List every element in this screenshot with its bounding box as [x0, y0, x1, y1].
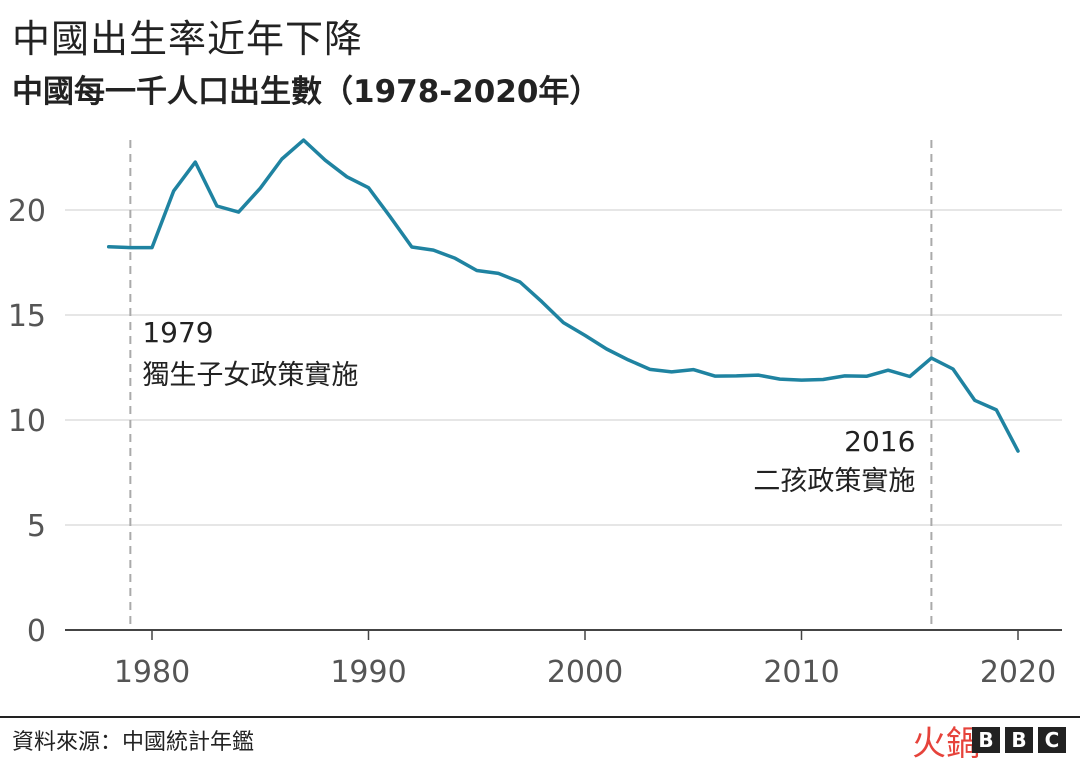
bbc-logo-letter-b1: B — [972, 727, 1000, 753]
x-tick-label: 1980 — [114, 655, 190, 690]
x-tick-label: 1990 — [330, 655, 406, 690]
y-tick-label: 15 — [8, 299, 46, 334]
bbc-logo: B B C — [972, 727, 1066, 753]
y-tick-label: 10 — [8, 404, 46, 439]
annotation-label-2016: 二孩政策實施 — [753, 466, 915, 497]
chart-subtitle: 中國每一千人口出生數（1978-2020年） — [12, 74, 601, 110]
series-layer — [106, 138, 1020, 453]
chart-title: 中國出生率近年下降 — [12, 17, 364, 61]
annotation-year-1979: 1979 — [142, 316, 213, 349]
birth-rate-line-chart: 0 5 10 15 20 1980 1990 2000 2010 2020 1979 獨生子女政策… — [8, 138, 1062, 690]
bbc-logo-letter-c: C — [1038, 727, 1066, 753]
bbc-logo-letter-b2: B — [1005, 727, 1033, 753]
series-line-0 — [106, 138, 1020, 453]
annotation-year-2016: 2016 — [844, 425, 915, 458]
x-tick-label: 2000 — [547, 655, 623, 690]
gridlines — [65, 209, 1062, 631]
y-tick-labels: 0 5 10 15 20 — [8, 194, 46, 649]
source-note: 資料來源：中國統計年鑑 — [12, 730, 255, 755]
footer-divider — [0, 716, 1080, 718]
y-tick-label: 0 — [27, 614, 46, 649]
y-tick-label: 5 — [27, 509, 46, 544]
y-tick-label: 20 — [8, 194, 46, 229]
x-tick-label: 2020 — [980, 655, 1056, 690]
x-tick-label: 2010 — [763, 655, 839, 690]
annotations: 1979 獨生子女政策實施 2016 二孩政策實施 — [129, 140, 933, 630]
x-tick-labels: 1980 1990 2000 2010 2020 — [114, 630, 1056, 690]
annotation-label-1979: 獨生子女政策實施 — [142, 360, 358, 391]
watermark-logo: 火鍋 — [912, 724, 980, 764]
